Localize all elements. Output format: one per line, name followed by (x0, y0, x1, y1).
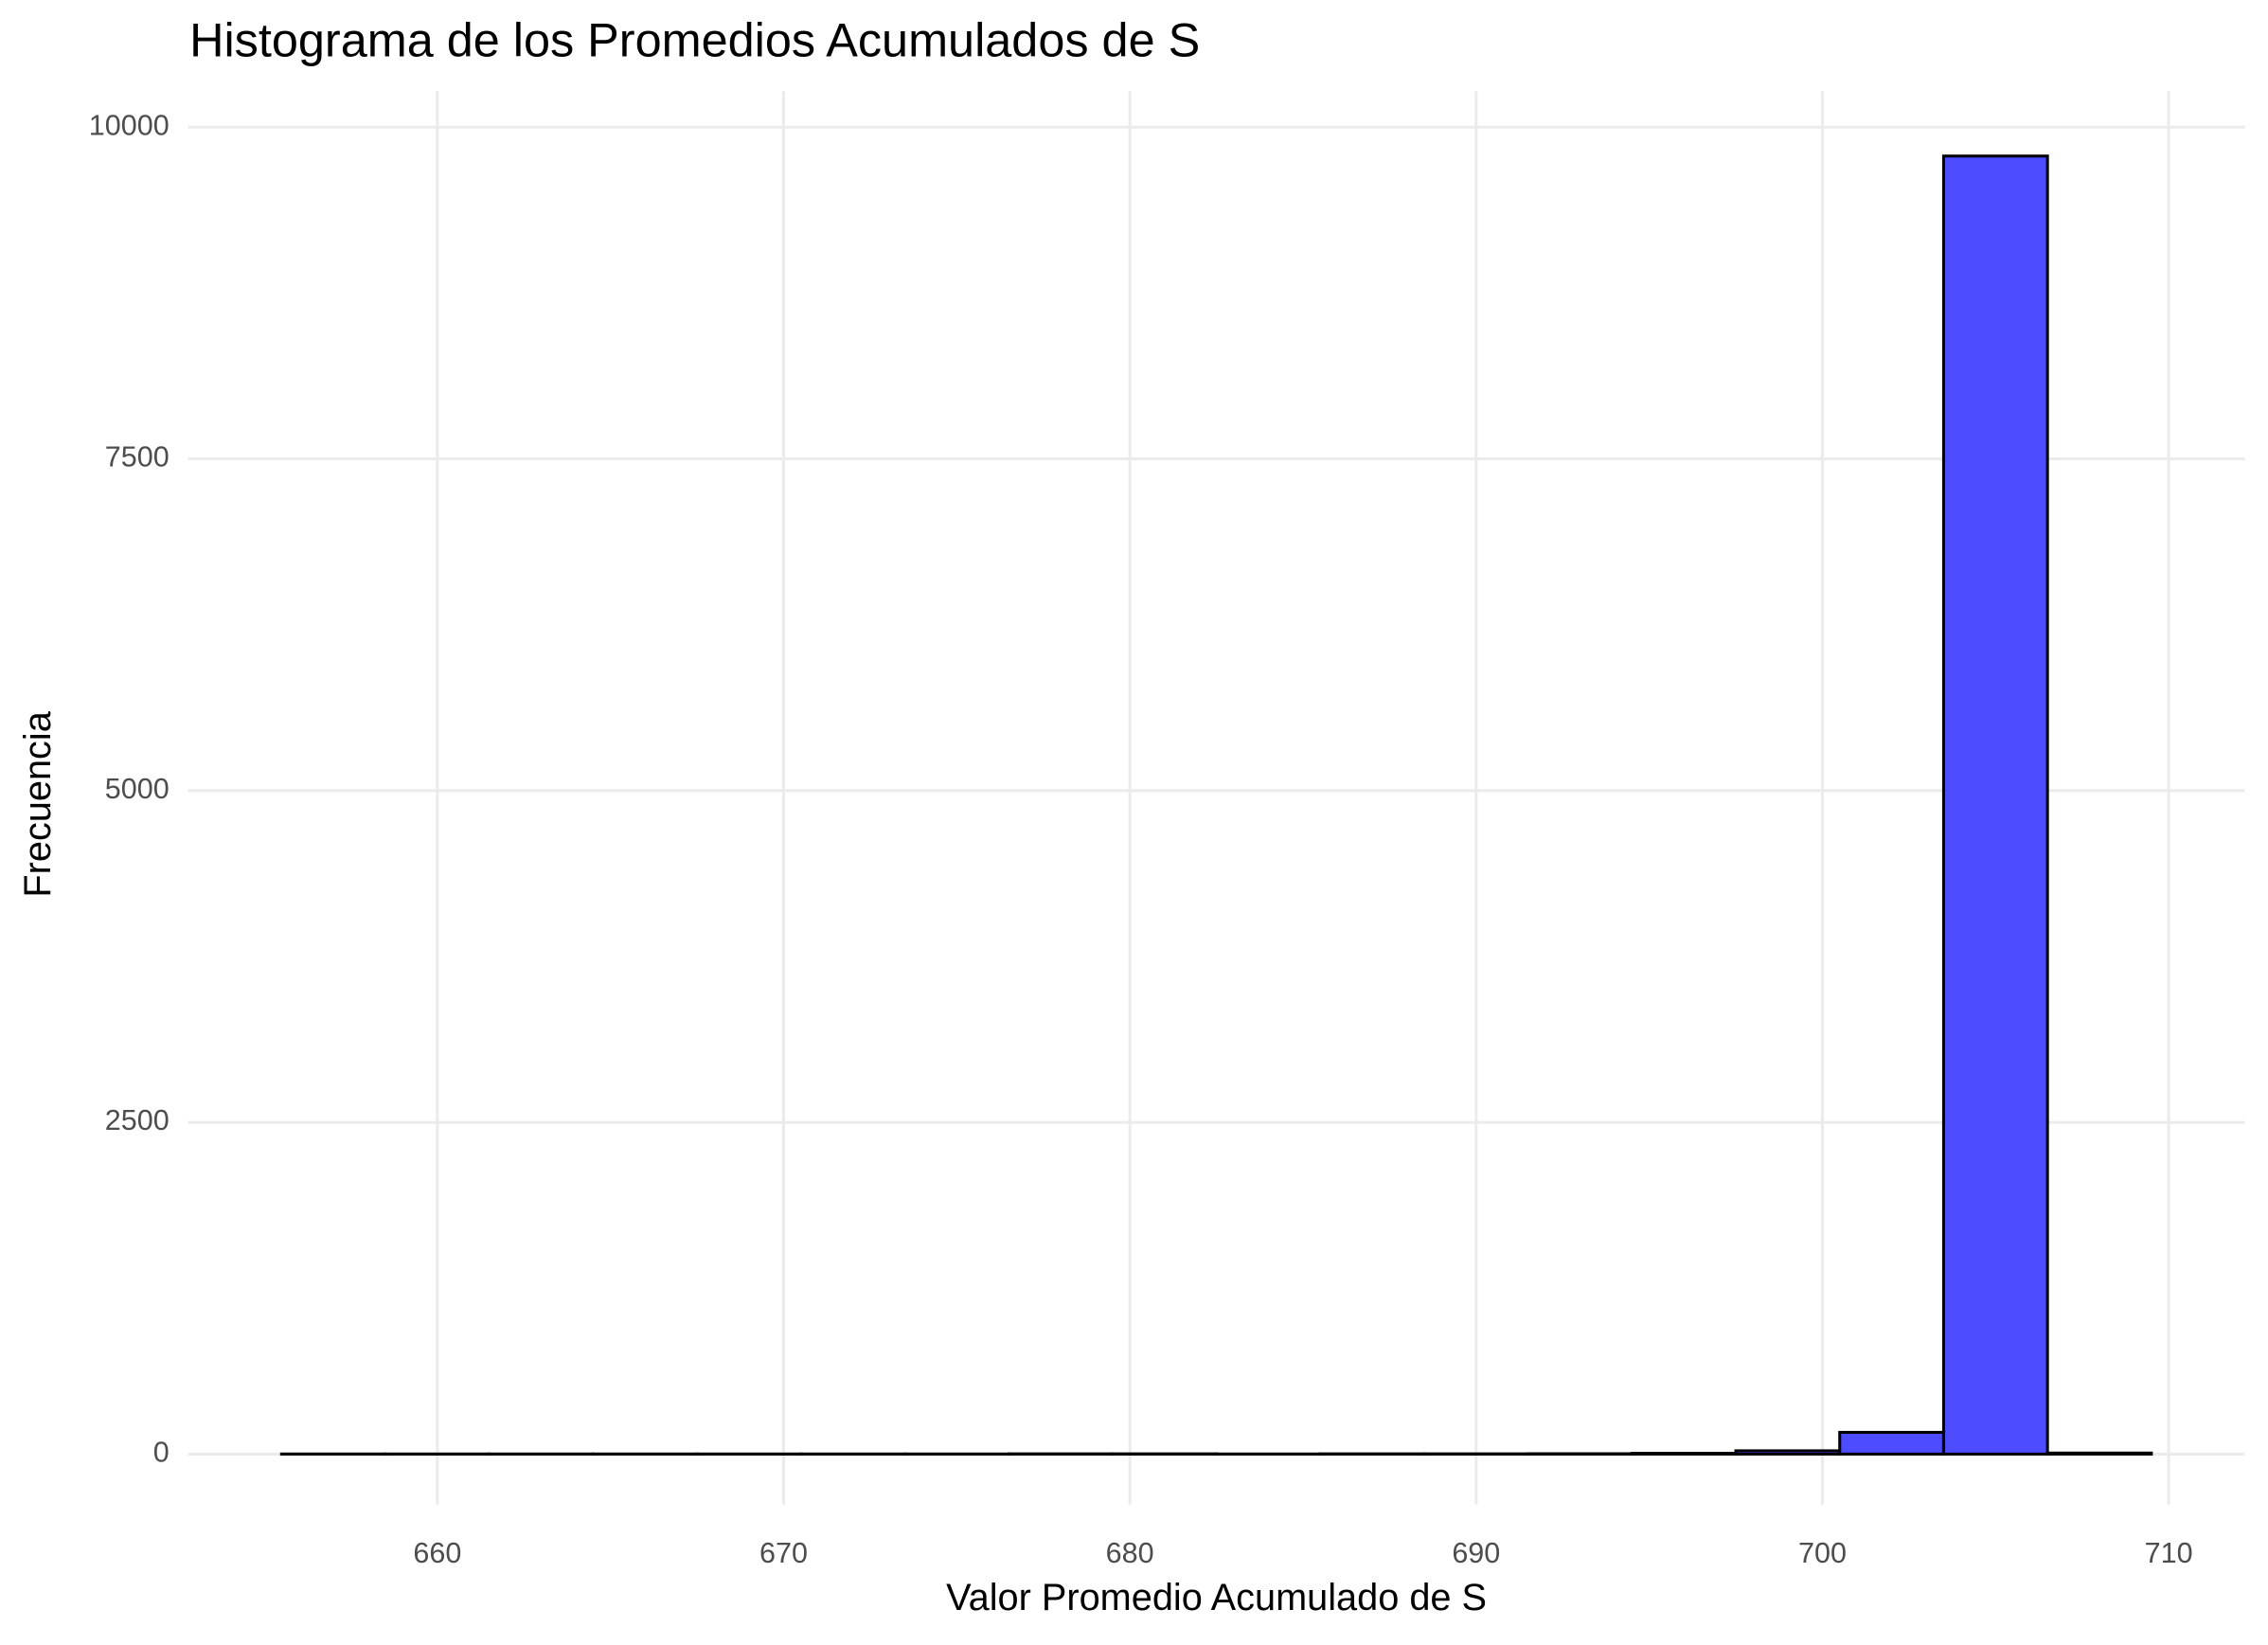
bar (1941, 154, 2049, 1456)
x-tick-label: 680 (1106, 1537, 1154, 1569)
y-tick-label: 7500 (105, 441, 170, 474)
chart-title: Histograma de los Promedios Acumulados d… (189, 12, 1200, 66)
y-tick-label: 2500 (105, 1104, 170, 1136)
x-axis-label: Valor Promedio Acumulado de S (946, 1577, 1487, 1618)
y-tick-label: 10000 (89, 109, 170, 141)
y-tick-label: 5000 (105, 773, 170, 805)
x-tick-label: 660 (413, 1537, 461, 1569)
bar (2045, 1451, 2153, 1456)
bar (1630, 1452, 1738, 1456)
x-tick-label: 700 (1798, 1537, 1847, 1569)
bar (1838, 1430, 1945, 1456)
bar (1734, 1449, 1842, 1456)
x-tick-label: 710 (2145, 1537, 2193, 1569)
x-tick-label: 690 (1452, 1537, 1500, 1569)
y-tick-label: 0 (153, 1436, 170, 1468)
x-tick-label: 670 (759, 1537, 808, 1569)
y-axis-label: Frecuencia (17, 710, 59, 897)
